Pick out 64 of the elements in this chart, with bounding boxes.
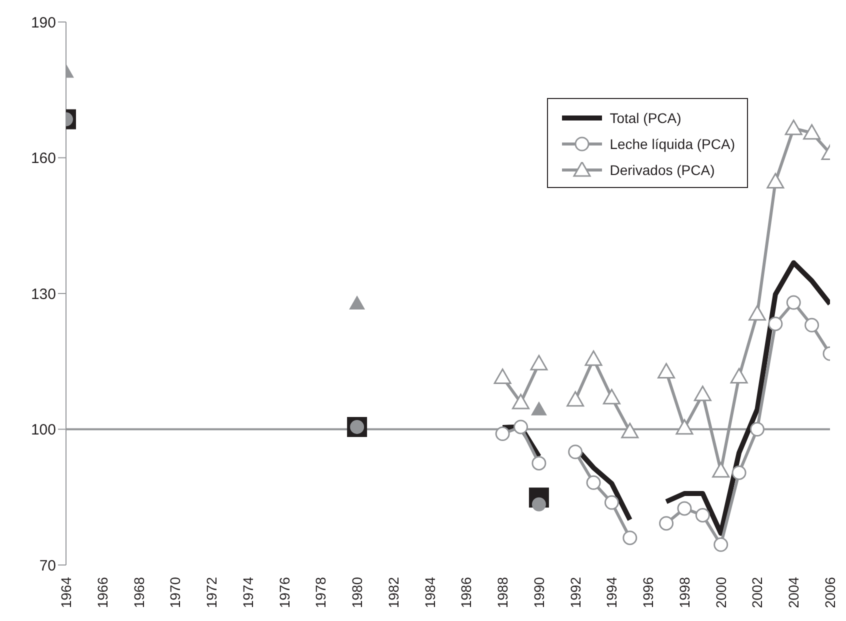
point bbox=[748, 305, 766, 321]
y-tick-label: 160 bbox=[30, 150, 56, 168]
x-tick-label: 2002 bbox=[749, 576, 766, 608]
y-tick-label: 100 bbox=[30, 422, 56, 439]
x-tick-label: 1984 bbox=[422, 576, 438, 608]
x-tick-label: 1978 bbox=[312, 576, 329, 608]
point bbox=[658, 363, 676, 379]
point bbox=[659, 516, 674, 531]
x-tick-label: 1998 bbox=[676, 576, 692, 608]
point bbox=[530, 354, 548, 370]
x-tick-label: 1966 bbox=[94, 576, 110, 608]
x-tick-label: 1982 bbox=[385, 576, 402, 608]
point bbox=[732, 465, 746, 480]
x-tick-label: 2004 bbox=[786, 576, 802, 608]
y-tick-label: 70 bbox=[39, 557, 56, 574]
point bbox=[512, 394, 530, 410]
x-tick-label: 2006 bbox=[822, 576, 838, 608]
x-tick-label: 1964 bbox=[58, 576, 74, 608]
x-tick-label: 1970 bbox=[167, 576, 184, 608]
point bbox=[750, 422, 764, 436]
point bbox=[602, 388, 620, 404]
x-tick-label: 1988 bbox=[494, 576, 511, 608]
legend-label: Leche líquida (PCA) bbox=[610, 136, 735, 152]
point bbox=[494, 368, 512, 384]
point bbox=[584, 350, 602, 366]
point bbox=[677, 501, 692, 516]
point bbox=[349, 295, 366, 310]
point bbox=[586, 475, 601, 490]
point bbox=[530, 401, 547, 416]
x-tick-label: 1996 bbox=[640, 576, 656, 608]
x-tick-label: 1976 bbox=[276, 576, 292, 608]
point bbox=[730, 368, 748, 384]
x-tick-label: 1992 bbox=[567, 576, 584, 608]
point bbox=[568, 444, 583, 460]
x-tick-label: 1990 bbox=[530, 576, 547, 608]
point bbox=[621, 422, 639, 438]
point bbox=[694, 386, 712, 402]
legend-label: Derivados (PCA) bbox=[610, 162, 715, 178]
point bbox=[803, 124, 821, 140]
point bbox=[786, 295, 801, 310]
point bbox=[712, 462, 730, 478]
point bbox=[514, 420, 528, 434]
point bbox=[714, 537, 728, 552]
point bbox=[676, 419, 694, 435]
point bbox=[695, 508, 710, 522]
y-tick-label: 130 bbox=[30, 286, 56, 303]
point bbox=[784, 120, 802, 136]
point bbox=[532, 456, 546, 470]
x-tick-label: 2000 bbox=[712, 576, 729, 608]
point bbox=[622, 530, 638, 546]
legend-label: Total (PCA) bbox=[610, 110, 682, 126]
x-tick-label: 1972 bbox=[204, 576, 220, 608]
x-tick-label: 1980 bbox=[349, 576, 366, 608]
point bbox=[566, 391, 584, 407]
x-tick-label: 1994 bbox=[604, 576, 620, 608]
point bbox=[604, 495, 619, 510]
x-tick-label: 1974 bbox=[240, 576, 256, 608]
point bbox=[495, 426, 510, 442]
y-tick-label: 190 bbox=[30, 14, 56, 32]
point bbox=[768, 316, 783, 332]
x-tick-label: 1968 bbox=[130, 576, 147, 608]
point bbox=[804, 318, 820, 332]
x-tick-label: 1986 bbox=[458, 576, 474, 608]
point bbox=[766, 172, 784, 188]
